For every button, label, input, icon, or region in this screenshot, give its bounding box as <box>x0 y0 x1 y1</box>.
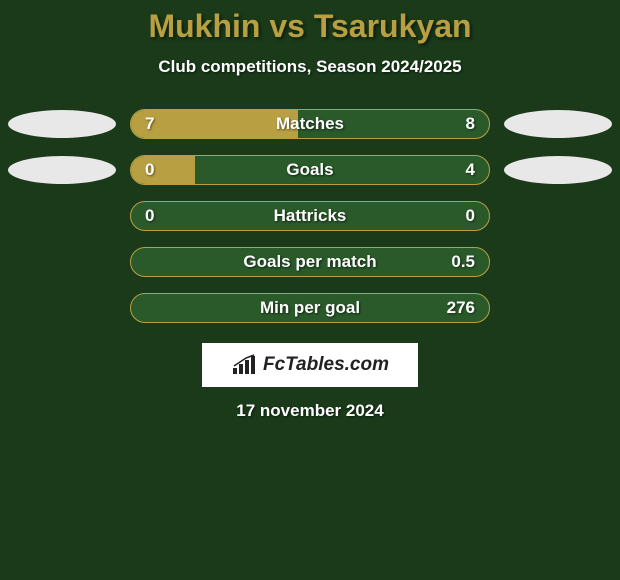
logo-text: FcTables.com <box>263 354 389 376</box>
player-oval-left <box>8 156 116 184</box>
stat-bar-fill <box>131 110 298 138</box>
stat-rows-container: 7 Matches 8 0 Goals 4 0 Hattricks 0 Goals per mat… <box>0 109 620 323</box>
stat-row: 0 Goals 4 <box>0 155 620 185</box>
stat-value-right: 4 <box>466 160 475 180</box>
stat-bar: 0 Hattricks 0 <box>130 201 490 231</box>
stat-label: Matches <box>276 114 344 134</box>
oval-spacer <box>8 202 116 230</box>
oval-spacer <box>504 202 612 230</box>
stat-value-right: 0 <box>466 206 475 226</box>
stat-label: Min per goal <box>260 298 360 318</box>
oval-spacer <box>504 248 612 276</box>
stat-row: Min per goal 276 <box>0 293 620 323</box>
oval-spacer <box>504 294 612 322</box>
stat-bar: 0 Goals 4 <box>130 155 490 185</box>
stat-row: Goals per match 0.5 <box>0 247 620 277</box>
date-text: 17 november 2024 <box>0 401 620 421</box>
player-oval-right <box>504 156 612 184</box>
stat-bar: Goals per match 0.5 <box>130 247 490 277</box>
subtitle: Club competitions, Season 2024/2025 <box>0 57 620 77</box>
stat-label: Goals per match <box>243 252 376 272</box>
stat-value-right: 0.5 <box>451 252 475 272</box>
stat-bar-fill <box>131 156 195 184</box>
stat-value-right: 8 <box>466 114 475 134</box>
stat-row: 7 Matches 8 <box>0 109 620 139</box>
stat-value-left: 7 <box>145 114 154 134</box>
stat-bar: 7 Matches 8 <box>130 109 490 139</box>
comparison-widget: Mukhin vs Tsarukyan Club competitions, S… <box>0 0 620 421</box>
stat-value-left: 0 <box>145 160 154 180</box>
stat-row: 0 Hattricks 0 <box>0 201 620 231</box>
stat-label: Goals <box>286 160 333 180</box>
player-oval-right <box>504 110 612 138</box>
page-title: Mukhin vs Tsarukyan <box>0 8 620 45</box>
stat-value-right: 276 <box>447 298 475 318</box>
oval-spacer <box>8 294 116 322</box>
stat-label: Hattricks <box>274 206 347 226</box>
logo-box[interactable]: FcTables.com <box>202 343 418 387</box>
player-oval-left <box>8 110 116 138</box>
chart-icon <box>231 354 259 376</box>
oval-spacer <box>8 248 116 276</box>
stat-value-left: 0 <box>145 206 154 226</box>
stat-bar: Min per goal 276 <box>130 293 490 323</box>
